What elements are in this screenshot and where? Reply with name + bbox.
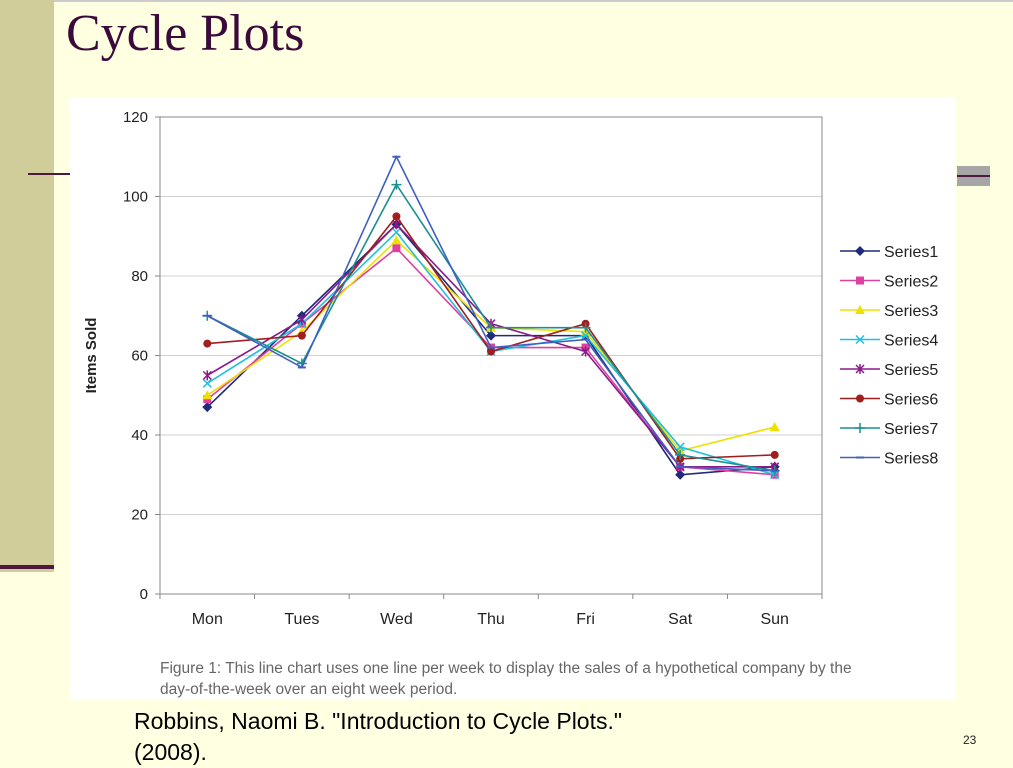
data-point (675, 469, 686, 480)
data-point (487, 347, 495, 356)
data-point (581, 338, 590, 341)
data-point (391, 235, 402, 245)
data-point (581, 346, 591, 357)
data-point (391, 179, 402, 190)
data-point (769, 422, 780, 432)
y-tick-label: 20 (131, 507, 148, 524)
title-rule-right-line (957, 175, 990, 177)
x-tick-label: Tues (284, 611, 319, 628)
data-point (392, 244, 401, 253)
y-tick-label: 40 (131, 427, 148, 444)
page-number: 23 (963, 733, 977, 747)
data-point (392, 155, 401, 158)
data-point (391, 227, 401, 237)
slide-title: Cycle Plots (66, 5, 305, 62)
data-point (391, 219, 401, 230)
data-point (202, 402, 213, 413)
y-tick-label: 80 (131, 268, 148, 285)
series-line (206, 154, 775, 472)
data-point (770, 450, 779, 459)
data-point (486, 322, 496, 333)
figure-caption: Figure 1: This line chart uses one line … (160, 660, 852, 698)
legend-label: Series7 (884, 421, 938, 438)
citation-text: Robbins, Naomi B. "Introduction to Cycle… (134, 708, 623, 765)
data-point (580, 322, 591, 333)
legend-label: Series5 (884, 362, 938, 379)
x-tick-label: Wed (380, 611, 413, 628)
title-rule-left (28, 173, 88, 175)
data-point (202, 390, 213, 400)
data-point (202, 378, 212, 388)
legend-label: Series2 (884, 274, 938, 291)
y-axis-label: Items Sold (83, 318, 100, 394)
legend-label: Series8 (884, 451, 938, 468)
legend-marker (855, 305, 865, 314)
legend-label: Series3 (884, 303, 938, 320)
data-point (676, 465, 685, 468)
legend-marker (855, 423, 865, 433)
plot-area-border (159, 116, 823, 595)
data-point (202, 370, 212, 381)
x-tick-label: Mon (192, 611, 223, 628)
data-point (297, 314, 307, 325)
y-tick-label: 0 (140, 586, 148, 603)
data-point (486, 330, 496, 341)
data-point (487, 346, 495, 349)
legend-marker (856, 456, 864, 459)
data-point (770, 469, 779, 472)
data-point (297, 331, 306, 340)
data-point (581, 331, 591, 341)
data-point (297, 366, 306, 369)
legend-marker (856, 394, 864, 403)
data-point (675, 442, 685, 452)
legend-label: Series6 (884, 392, 938, 409)
data-point (203, 314, 212, 317)
top-border (0, 0, 1013, 2)
data-point (392, 212, 401, 221)
legend-label: Series1 (884, 244, 938, 261)
legend-marker (856, 276, 864, 285)
slide-sidebar (0, 0, 54, 572)
chart-panel (70, 98, 956, 700)
line-chart: 0 20 40 60 80 100 120 Mon Tues Wed Thu Fri Sat Sun Ite… (83, 109, 938, 628)
x-tick-label: Sat (668, 611, 693, 628)
y-tick-label: 100 (123, 189, 148, 206)
data-point (203, 339, 212, 348)
x-tick-label: Thu (477, 611, 505, 628)
legend-marker (855, 334, 865, 345)
data-point (675, 449, 686, 460)
legend-marker (855, 364, 865, 374)
y-tick-label: 120 (123, 109, 148, 126)
x-tick-label: Fri (576, 611, 595, 628)
legend-marker (855, 246, 865, 256)
y-tick-label: 60 (131, 348, 148, 365)
legend-label: Series4 (884, 333, 938, 350)
sidebar-accent-line (0, 565, 54, 569)
x-tick-label: Sun (760, 611, 788, 628)
